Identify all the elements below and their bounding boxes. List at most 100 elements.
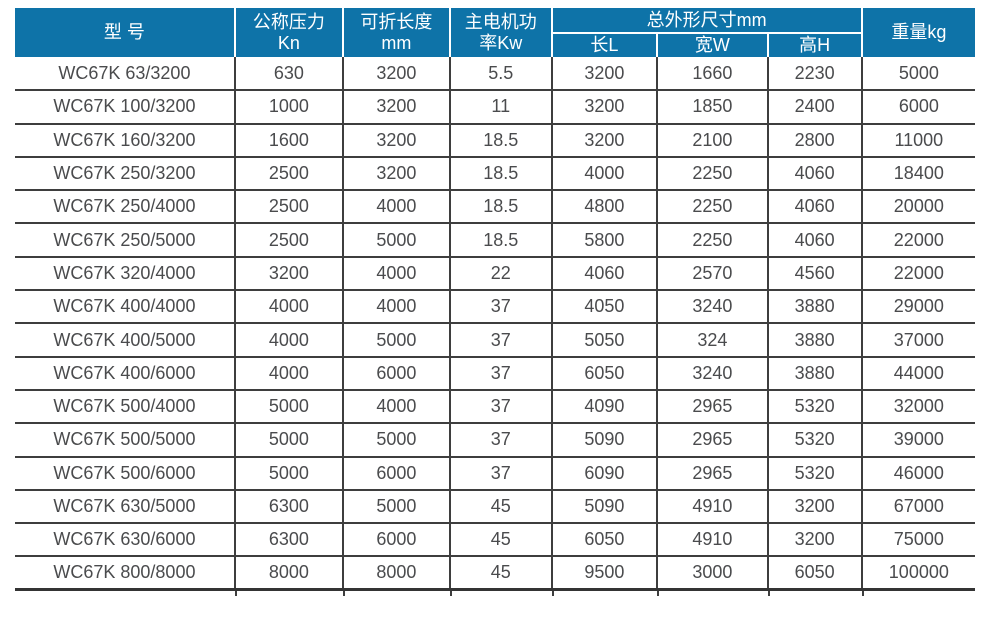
- motor-power-cell: 18.5: [448, 190, 552, 225]
- weight-cell: 22000: [860, 256, 975, 292]
- model-cell: WC67K 160/3200: [15, 123, 235, 158]
- dim-width-cell: 2965: [656, 389, 768, 425]
- pressure-cell: 5000: [233, 389, 343, 425]
- model-cell: WC67K 500/4000: [15, 389, 235, 425]
- motor-power-cell: 45: [448, 489, 552, 525]
- table-row: WC67K 320/4000 3200 4000 22 4060 2570 45…: [15, 256, 975, 292]
- dim-width-cell: 3000: [656, 556, 768, 592]
- dim-width-cell: 2250: [656, 156, 768, 192]
- column-divider-stub: [767, 591, 770, 597]
- column-divider-stub: [342, 591, 345, 597]
- header-overall-dimensions: 总外形尺寸mm: [550, 8, 862, 34]
- model-cell: WC67K 100/3200: [15, 90, 235, 125]
- pressure-cell: 6300: [233, 523, 343, 558]
- weight-cell: 29000: [860, 290, 975, 325]
- bottom-divider-stubs: [15, 591, 975, 597]
- dim-length-cell: 5800: [550, 223, 658, 258]
- dim-height-cell: 3880: [766, 323, 862, 358]
- dim-length-cell: 4060: [550, 256, 658, 292]
- dim-height-cell: 2400: [766, 90, 862, 125]
- dim-length-cell: 4000: [550, 156, 658, 192]
- fold-length-cell: 3200: [341, 156, 450, 192]
- dim-width-cell: 3240: [656, 356, 768, 391]
- dim-height-cell: 5320: [766, 423, 862, 458]
- dim-length-cell: 4800: [550, 190, 658, 225]
- model-cell: WC67K 630/6000: [15, 523, 235, 558]
- motor-power-cell: 37: [448, 456, 552, 491]
- dim-width-cell: 4910: [656, 489, 768, 525]
- dim-length-cell: 6090: [550, 456, 658, 491]
- column-divider-stub: [449, 591, 452, 597]
- weight-cell: 39000: [860, 423, 975, 458]
- dim-height-cell: 4060: [766, 190, 862, 225]
- dim-height-cell: 4060: [766, 223, 862, 258]
- header-pressure: 公称压力 Kn: [233, 8, 343, 57]
- weight-cell: 6000: [860, 90, 975, 125]
- motor-power-cell: 37: [448, 290, 552, 325]
- table-row: WC67K 400/6000 4000 6000 37 6050 3240 38…: [15, 356, 975, 391]
- dim-length-cell: 5090: [550, 423, 658, 458]
- dim-length-cell: 4050: [550, 290, 658, 325]
- dim-length-cell: 5090: [550, 489, 658, 525]
- motor-power-cell: 37: [448, 323, 552, 358]
- dim-height-cell: 3880: [766, 356, 862, 391]
- weight-cell: 44000: [860, 356, 975, 391]
- weight-cell: 22000: [860, 223, 975, 258]
- dim-width-cell: 2570: [656, 256, 768, 292]
- model-cell: WC67K 250/3200: [15, 156, 235, 192]
- weight-cell: 11000: [860, 123, 975, 158]
- weight-cell: 20000: [860, 190, 975, 225]
- model-cell: WC67K 63/3200: [15, 57, 235, 92]
- dim-length-cell: 3200: [550, 90, 658, 125]
- weight-cell: 5000: [860, 57, 975, 92]
- table-row: WC67K 250/4000 2500 4000 18.5 4800 2250 …: [15, 190, 975, 225]
- pressure-cell: 8000: [233, 556, 343, 592]
- dim-width-cell: 2100: [656, 123, 768, 158]
- weight-cell: 37000: [860, 323, 975, 358]
- motor-power-cell: 37: [448, 423, 552, 458]
- dim-height-cell: 2230: [766, 57, 862, 92]
- pressure-cell: 4000: [233, 323, 343, 358]
- fold-length-cell: 8000: [341, 556, 450, 592]
- table-row: WC67K 800/8000 8000 8000 45 9500 3000 60…: [15, 556, 975, 592]
- pressure-cell: 4000: [233, 356, 343, 391]
- dim-height-cell: 5320: [766, 456, 862, 491]
- pressure-cell: 3200: [233, 256, 343, 292]
- dim-height-cell: 5320: [766, 389, 862, 425]
- dim-length-cell: 3200: [550, 57, 658, 92]
- weight-cell: 46000: [860, 456, 975, 491]
- pressure-cell: 2500: [233, 156, 343, 192]
- table-row: WC67K 100/3200 1000 3200 11 3200 1850 24…: [15, 90, 975, 125]
- dim-width-cell: 2965: [656, 456, 768, 491]
- fold-length-cell: 5000: [341, 489, 450, 525]
- dim-height-cell: 3200: [766, 489, 862, 525]
- fold-length-cell: 5000: [341, 223, 450, 258]
- fold-length-cell: 4000: [341, 290, 450, 325]
- table-row: WC67K 630/6000 6300 6000 45 6050 4910 32…: [15, 523, 975, 558]
- pressure-cell: 2500: [233, 190, 343, 225]
- table-row: WC67K 500/6000 5000 6000 37 6090 2965 53…: [15, 456, 975, 491]
- weight-cell: 32000: [860, 389, 975, 425]
- table-row: WC67K 630/5000 6300 5000 45 5090 4910 32…: [15, 489, 975, 525]
- dim-width-cell: 2965: [656, 423, 768, 458]
- pressure-cell: 4000: [233, 290, 343, 325]
- motor-power-cell: 45: [448, 556, 552, 592]
- dim-width-cell: 2250: [656, 190, 768, 225]
- fold-length-cell: 3200: [341, 123, 450, 158]
- pressure-cell: 5000: [233, 423, 343, 458]
- model-cell: WC67K 800/8000: [15, 556, 235, 592]
- weight-cell: 75000: [860, 523, 975, 558]
- motor-power-cell: 37: [448, 356, 552, 391]
- dim-length-cell: 4090: [550, 389, 658, 425]
- pressure-cell: 2500: [233, 223, 343, 258]
- column-divider-stub: [551, 591, 554, 597]
- model-cell: WC67K 500/6000: [15, 456, 235, 491]
- dim-height-cell: 2800: [766, 123, 862, 158]
- fold-length-cell: 5000: [341, 423, 450, 458]
- dim-length-cell: 6050: [550, 523, 658, 558]
- table-row: WC67K 500/4000 5000 4000 37 4090 2965 53…: [15, 389, 975, 425]
- pressure-cell: 5000: [233, 456, 343, 491]
- fold-length-cell: 4000: [341, 389, 450, 425]
- fold-length-cell: 3200: [341, 57, 450, 92]
- dim-length-cell: 5050: [550, 323, 658, 358]
